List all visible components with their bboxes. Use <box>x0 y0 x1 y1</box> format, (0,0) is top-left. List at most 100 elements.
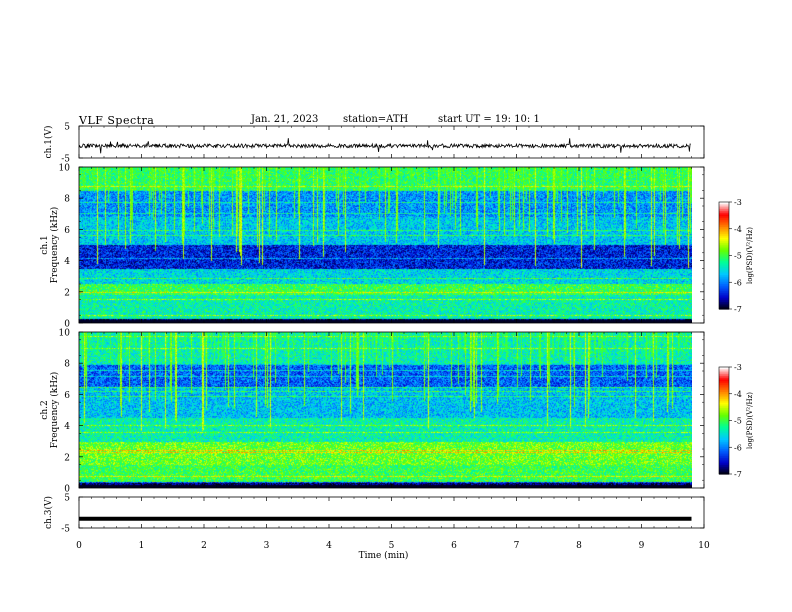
x-tick-label: 0 <box>76 541 82 551</box>
colorbar-swatch <box>719 375 729 379</box>
colorbar-swatch <box>719 205 729 208</box>
colorbar-swatch <box>719 377 729 381</box>
colorbar-swatch <box>719 223 729 226</box>
y-tick-label: 10 <box>59 329 71 339</box>
colorbar-swatch <box>719 379 729 382</box>
colorbar-swatch <box>719 235 729 239</box>
colorbar-swatch <box>719 472 729 475</box>
x-tick-label: 3 <box>264 541 270 551</box>
y-axis-label: Frequency (kHz) <box>49 372 60 449</box>
y-tick-label: 4 <box>64 422 70 432</box>
y-axis-label: Frequency (kHz) <box>49 207 60 284</box>
y-tick-label: 5 <box>64 494 70 504</box>
colorbar-swatch <box>719 370 729 373</box>
colorbar-swatch <box>719 214 729 217</box>
y-tick-label: 2 <box>64 288 70 298</box>
colorbar-tick-label: -7 <box>734 305 742 314</box>
colorbar-swatch <box>719 463 729 466</box>
colorbar-swatch <box>719 449 729 452</box>
colorbar-swatch <box>719 291 729 294</box>
x-axis-label: Time (min) <box>359 550 409 561</box>
colorbar-swatch <box>719 301 729 305</box>
colorbar-swatch <box>719 400 729 404</box>
ch2-spectrogram-image <box>79 332 692 488</box>
colorbar-swatch <box>719 415 729 418</box>
colorbar-swatch <box>719 202 729 205</box>
colorbar-swatch <box>719 253 729 257</box>
colorbar-swatch <box>719 384 729 388</box>
x-tick-label: 2 <box>201 541 207 551</box>
y-tick-label: 2 <box>64 453 70 463</box>
colorbar-tick-label: -4 <box>734 225 742 234</box>
colorbar-swatch <box>719 298 729 301</box>
chart-title: VLF Spectra <box>79 114 155 127</box>
colorbar-swatch <box>719 221 729 224</box>
colorbar-tick-label: -7 <box>734 470 742 479</box>
colorbar-swatch <box>719 374 729 377</box>
colorbar-swatch <box>719 406 729 409</box>
colorbar-tick-label: -3 <box>734 198 742 207</box>
colorbar-swatch <box>719 269 729 273</box>
colorbar-swatch <box>719 305 729 308</box>
colorbar-swatch <box>719 262 729 266</box>
colorbar-swatch <box>719 230 729 233</box>
colorbar-swatch <box>719 259 729 262</box>
colorbar-swatch <box>719 225 729 228</box>
colorbar-swatch <box>719 276 729 280</box>
x-tick-label: 4 <box>326 541 332 551</box>
colorbar-swatch <box>719 443 729 447</box>
colorbar-swatch <box>719 275 729 278</box>
colorbar-swatch <box>719 418 729 422</box>
colorbar-swatch <box>719 216 729 219</box>
colorbar-swatch <box>719 438 729 441</box>
colorbar-swatch <box>719 367 729 370</box>
colorbar-swatch <box>719 209 729 212</box>
y-axis-label: ch.1 <box>40 235 50 254</box>
colorbar-swatch <box>719 390 729 393</box>
colorbar-swatch <box>719 470 729 473</box>
colorbar-swatch <box>719 457 729 461</box>
colorbar-swatch <box>719 408 729 411</box>
colorbar-swatch <box>719 296 729 299</box>
colorbar-swatch <box>719 284 729 287</box>
colorbar-swatch <box>719 271 729 274</box>
colorbar-swatch <box>719 203 729 207</box>
y-tick-label: 6 <box>64 226 70 236</box>
colorbar-swatch <box>719 237 729 241</box>
colorbar-swatch <box>719 267 729 271</box>
colorbar-swatch <box>719 404 729 407</box>
colorbar-swatch <box>719 388 729 391</box>
colorbar-swatch <box>719 273 729 276</box>
colorbar-swatch <box>719 372 729 375</box>
colorbar-swatch <box>719 434 729 438</box>
colorbar-swatch <box>719 244 729 248</box>
colorbar-swatch <box>719 427 729 431</box>
colorbar-swatch <box>719 287 729 290</box>
colorbar-swatch <box>719 280 729 283</box>
colorbar-swatch <box>719 465 729 468</box>
colorbar-swatch <box>719 241 729 244</box>
y-tick-label: -5 <box>61 155 70 165</box>
y-tick-label: 0 <box>64 485 70 495</box>
colorbar-tick-label: -6 <box>734 278 742 287</box>
y-tick-label: 0 <box>64 320 70 330</box>
y-tick-label: 6 <box>64 391 70 401</box>
colorbar-swatch <box>719 431 729 434</box>
colorbar-swatch <box>719 459 729 463</box>
colorbar-swatch <box>719 411 729 414</box>
colorbar-swatch <box>719 226 729 230</box>
colorbar-swatch <box>719 413 729 416</box>
colorbar-swatch <box>719 210 729 214</box>
y-tick-label: 8 <box>64 360 70 370</box>
colorbar-swatch <box>719 440 729 443</box>
colorbar-swatch <box>719 234 729 237</box>
colorbar-swatch <box>719 461 729 464</box>
colorbar-swatch <box>719 255 729 258</box>
colorbar-swatch <box>719 239 729 242</box>
panel-frame-4 <box>78 496 705 529</box>
x-tick-label: 5 <box>389 541 395 551</box>
ch1-waveform-line <box>78 138 691 154</box>
colorbar-swatch <box>719 285 729 289</box>
x-tick-label: 7 <box>514 541 520 551</box>
colorbar-swatch <box>719 409 729 413</box>
